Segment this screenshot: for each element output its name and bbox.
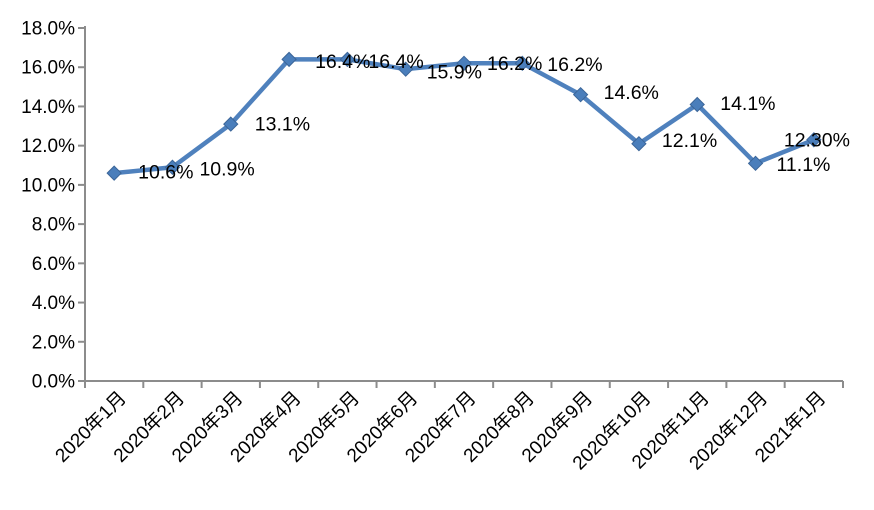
y-tick-label: 8.0% — [32, 215, 75, 236]
data-label: 16.4% — [368, 51, 423, 73]
y-tick-label: 2.0% — [32, 332, 75, 353]
y-tick-label: 12.0% — [21, 136, 75, 157]
data-label: 10.9% — [199, 159, 254, 181]
y-tick-label: 0.0% — [32, 372, 75, 393]
y-tick-label: 16.0% — [21, 58, 75, 79]
y-tick-label: 6.0% — [32, 254, 75, 275]
data-label: 16.4% — [315, 51, 370, 73]
data-point-marker — [339, 51, 356, 68]
y-tick-label: 14.0% — [21, 97, 75, 118]
data-point-marker — [281, 51, 297, 68]
data-label: 14.6% — [604, 82, 659, 104]
data-point-marker — [514, 55, 531, 72]
y-tick-label: 10.0% — [21, 175, 75, 196]
data-label: 10.6% — [138, 162, 193, 184]
data-label: 12.30% — [784, 129, 850, 151]
data-label: 12.1% — [662, 130, 717, 152]
data-point-marker — [106, 165, 122, 181]
data-point-marker — [164, 159, 181, 175]
data-point-marker — [223, 116, 239, 132]
data-label: 16.2% — [487, 53, 542, 75]
data-label: 11.1% — [777, 154, 831, 176]
data-point-marker — [747, 155, 764, 172]
data-label: 13.1% — [255, 114, 310, 136]
data-point-marker — [689, 96, 705, 113]
data-label: 14.1% — [720, 93, 775, 115]
data-label: 15.9% — [427, 62, 482, 84]
y-tick-label: 18.0% — [21, 19, 75, 40]
data-point-marker — [397, 61, 414, 77]
data-point-marker — [572, 86, 589, 103]
y-tick-label: 4.0% — [32, 293, 75, 314]
data-point-marker — [456, 55, 472, 72]
data-point-marker — [631, 135, 647, 152]
data-point-marker — [806, 132, 822, 148]
data-label: 16.2% — [547, 54, 602, 76]
